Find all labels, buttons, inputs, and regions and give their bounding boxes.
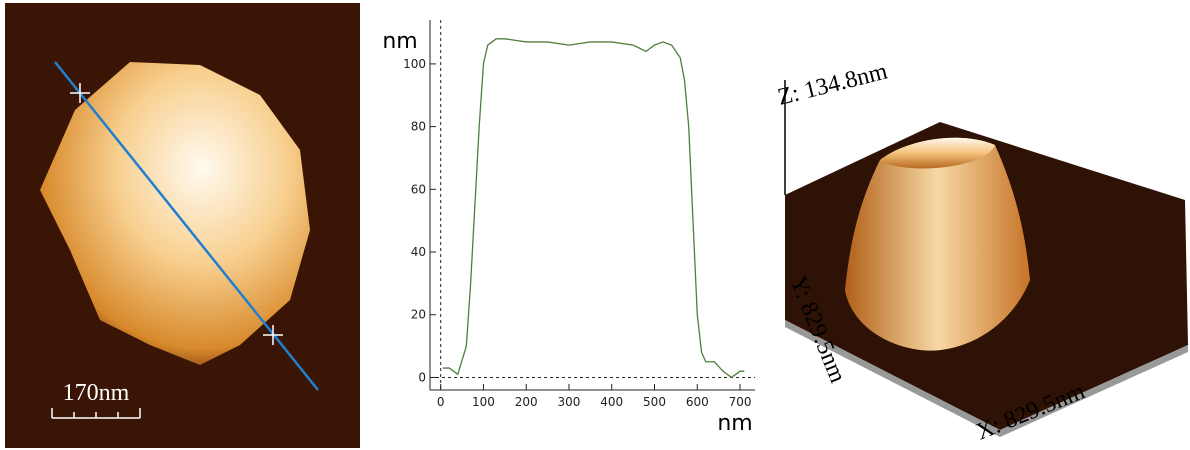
scale-bar-label: 170nm (63, 380, 130, 406)
profile-chart: nm nm 0 20 40 60 80 100 0 100 200 300 400 500 600 700 (382, 20, 755, 436)
render-3d: Z: 134.8nm Y: 829.5nm X: 829.5nm (775, 58, 1188, 446)
x-tick-label: 0 (437, 395, 445, 409)
y-tick-label: 40 (411, 245, 426, 259)
x-axis-label: nm (717, 411, 752, 436)
render-particle (845, 137, 1030, 351)
afm-image: 170nm (5, 3, 360, 448)
scale-bar (51, 408, 141, 419)
x-tick-label: 600 (686, 395, 709, 409)
y-tick-label: 20 (411, 308, 426, 322)
z-label: Z: 134.8nm (775, 58, 890, 110)
y-tick-label: 60 (411, 182, 426, 196)
x-tick-label: 100 (472, 395, 495, 409)
x-tick-label: 200 (515, 395, 538, 409)
x-tick-label: 400 (600, 395, 623, 409)
y-tick-label: 80 (411, 120, 426, 134)
render-top (880, 137, 995, 169)
x-tick-label: 700 (729, 395, 752, 409)
x-tick-label: 500 (643, 395, 666, 409)
y-tick-label: 100 (403, 57, 426, 71)
x-tick-label: 300 (558, 395, 581, 409)
y-axis-label: nm (382, 29, 417, 54)
profile-markers (70, 83, 283, 345)
y-tick-label: 0 (418, 370, 426, 384)
profile-line (442, 38, 745, 379)
